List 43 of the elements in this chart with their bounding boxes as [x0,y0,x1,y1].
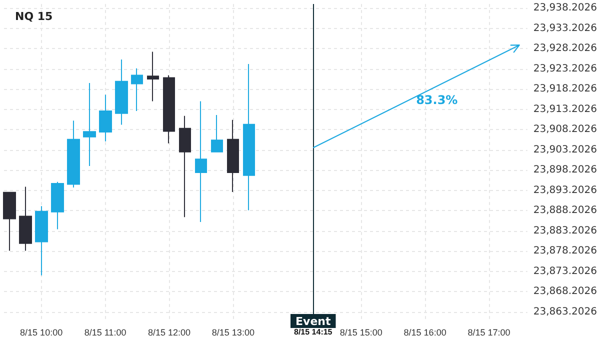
x-tick-label: 8/15 11:00 [84,328,126,338]
y-tick-label: 23,933.2026 [533,22,598,34]
candlestick [243,63,255,211]
x-tick-label: 8/15 13:00 [212,328,254,338]
x-tick-label: 8/15 12:00 [148,328,190,338]
y-tick-label: 23,898.2026 [533,164,598,176]
candlestick [35,206,48,276]
x-tick-label: 8/15 10:00 [20,328,63,338]
candlestick [83,82,96,167]
y-tick-label: 23,868.2026 [533,286,598,298]
y-tick-label: 23,883.2026 [533,225,598,236]
candlestick [99,94,112,142]
y-tick-label: 23,923.2026 [533,63,598,74]
candlestick [163,74,175,144]
candlestick [147,51,159,102]
y-tick-label: 23,893.2026 [533,184,598,196]
candlestick [3,192,16,252]
y-tick-label: 23,938.2026 [533,2,598,14]
x-tick-label: 8/15 17:00 [468,328,510,338]
y-tick-label: 23,888.2026 [533,205,598,216]
candlestick [51,181,64,230]
y-tick-label: 23,928.2026 [533,43,598,54]
y-tick-label: 23,878.2026 [533,246,598,257]
candlestick [179,115,191,218]
candlestick [227,119,239,192]
y-tick-label: 23,873.2026 [533,266,598,277]
candlestick [131,68,143,112]
ref-line-label: Event [296,315,331,328]
text: NQ 15 [15,10,53,23]
x-tick-label: 8/15 16:00 [404,328,446,338]
candlestick [211,114,223,152]
x-tick-label: 8/15 15:00 [340,328,382,338]
y-tick-label: 23,908.2026 [533,124,598,136]
y-tick-label: 23,863.2026 [533,306,598,318]
x-tick-label: 8/15 14:15 [294,328,333,336]
annotation: 83.3% [416,93,458,108]
candlestick [67,120,80,188]
candlestick [195,100,207,222]
candlestick [19,186,32,252]
y-tick-label: 23,913.2026 [533,104,598,115]
candlestick [115,59,128,126]
y-tick-label: 23,903.2026 [533,144,598,156]
y-tick-label: 23,918.2026 [533,84,598,95]
